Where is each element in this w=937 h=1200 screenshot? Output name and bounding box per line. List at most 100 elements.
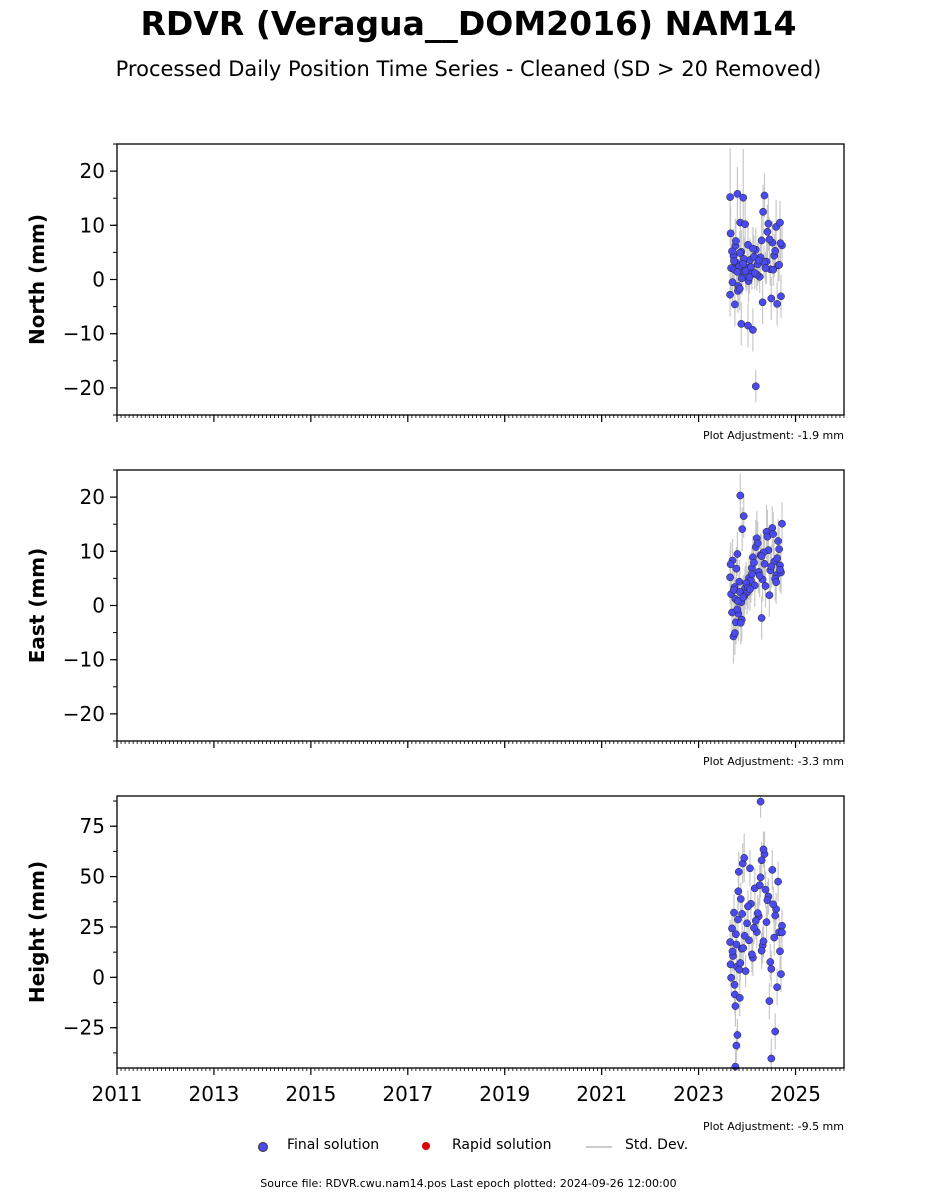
data-point	[728, 247, 736, 256]
data-point	[757, 236, 766, 245]
data-point	[767, 294, 776, 303]
data-point	[760, 191, 769, 200]
data-point	[774, 537, 782, 545]
data-point	[739, 512, 748, 520]
x-tick-label: 2021	[576, 1082, 627, 1106]
y-axis-label: East (mm)	[25, 548, 49, 664]
data-point	[731, 300, 739, 309]
data-point	[732, 564, 741, 573]
data-point	[734, 867, 743, 876]
data-point	[730, 257, 738, 265]
data-point	[739, 259, 748, 268]
data-point	[730, 908, 738, 917]
data-point	[759, 845, 768, 854]
data-point	[739, 944, 748, 952]
data-point	[750, 558, 758, 567]
data-point	[757, 856, 766, 865]
plot-adjustment-label: Plot Adjustment: -1.9 mm	[703, 429, 844, 442]
x-tick-label: 2019	[479, 1082, 530, 1106]
data-point	[749, 244, 757, 253]
data-point	[748, 950, 756, 959]
y-tick-label: 0	[92, 965, 105, 989]
data-point	[751, 916, 760, 925]
data-point	[737, 274, 746, 283]
data-point	[760, 559, 769, 568]
data-point	[761, 582, 770, 590]
y-tick-label: 10	[80, 213, 105, 237]
data-point	[726, 229, 735, 238]
data-point	[728, 947, 737, 956]
data-point	[776, 218, 784, 227]
data-point	[726, 960, 735, 969]
data-point	[733, 190, 742, 198]
legend-label-final: Final solution	[287, 1137, 380, 1153]
data-point	[757, 946, 766, 955]
data-point	[763, 227, 772, 236]
y-tick-label: 0	[92, 594, 105, 618]
data-point	[726, 560, 735, 569]
data-point	[765, 235, 774, 244]
data-point	[775, 261, 783, 269]
y-tick-label: 0	[92, 268, 105, 292]
y-tick-label: 10	[80, 539, 105, 563]
data-point	[772, 578, 780, 587]
data-point	[726, 290, 734, 299]
panel-2: −20 −10 0 10 20 East (mm) Plot Adjustment: -3.…	[25, 469, 845, 768]
plot-adjustment-label: Plot Adjustment: -9.5 mm	[703, 1120, 844, 1133]
data-point	[727, 973, 735, 982]
data-point	[735, 577, 744, 586]
data-point	[776, 947, 784, 956]
data-point	[741, 266, 750, 275]
legend-label-rapid: Rapid solution	[452, 1137, 552, 1153]
data-point	[776, 565, 784, 574]
y-tick-label: −20	[63, 702, 105, 726]
data-point	[771, 911, 780, 920]
legend-label-std: Std. Dev.	[625, 1137, 689, 1153]
data-point	[764, 219, 773, 228]
data-point	[755, 571, 764, 580]
data-point	[739, 193, 748, 202]
data-point	[757, 614, 766, 622]
data-point	[778, 928, 786, 937]
x-tick-label: 2013	[188, 1082, 239, 1106]
data-point	[773, 300, 781, 308]
y-tick-label: 50	[80, 865, 105, 889]
data-point	[756, 797, 765, 806]
data-point	[726, 573, 734, 582]
x-tick-label: 2011	[92, 1082, 143, 1106]
data-point	[769, 265, 778, 274]
data-point	[778, 519, 786, 528]
rapid-solution-marker-icon	[422, 1142, 430, 1150]
data-point	[747, 263, 755, 271]
data-point	[775, 545, 783, 553]
data-point	[777, 970, 785, 978]
y-tick-label: 20	[80, 485, 105, 509]
data-point	[735, 994, 744, 1002]
x-tick-label: 2025	[770, 1082, 821, 1106]
data-point	[736, 618, 745, 627]
data-point	[751, 382, 760, 391]
data-point	[761, 264, 770, 272]
chart-subtitle: Processed Daily Position Time Series - C…	[115, 57, 822, 81]
data-point	[743, 919, 751, 928]
plot-adjustment-label: Plot Adjustment: -3.3 mm	[703, 755, 844, 768]
data-point	[770, 933, 779, 942]
data-point	[746, 864, 754, 873]
data-point	[735, 284, 744, 293]
data-point	[753, 909, 762, 917]
data-point	[741, 967, 750, 975]
final-solution-marker-icon	[258, 1142, 268, 1152]
data-point	[728, 924, 736, 933]
data-point	[776, 239, 785, 248]
chart-title: RDVR (Veragua__DOM2016) NAM14	[140, 4, 797, 43]
data-point	[730, 980, 739, 989]
data-point	[731, 1062, 740, 1071]
y-tick-label: −20	[63, 376, 105, 400]
data-point	[768, 866, 777, 874]
data-point	[761, 885, 770, 894]
data-point	[759, 207, 767, 216]
data-point	[732, 930, 740, 939]
data-point	[748, 570, 756, 578]
data-point	[741, 220, 749, 229]
std-dev-line-icon	[586, 1146, 612, 1148]
